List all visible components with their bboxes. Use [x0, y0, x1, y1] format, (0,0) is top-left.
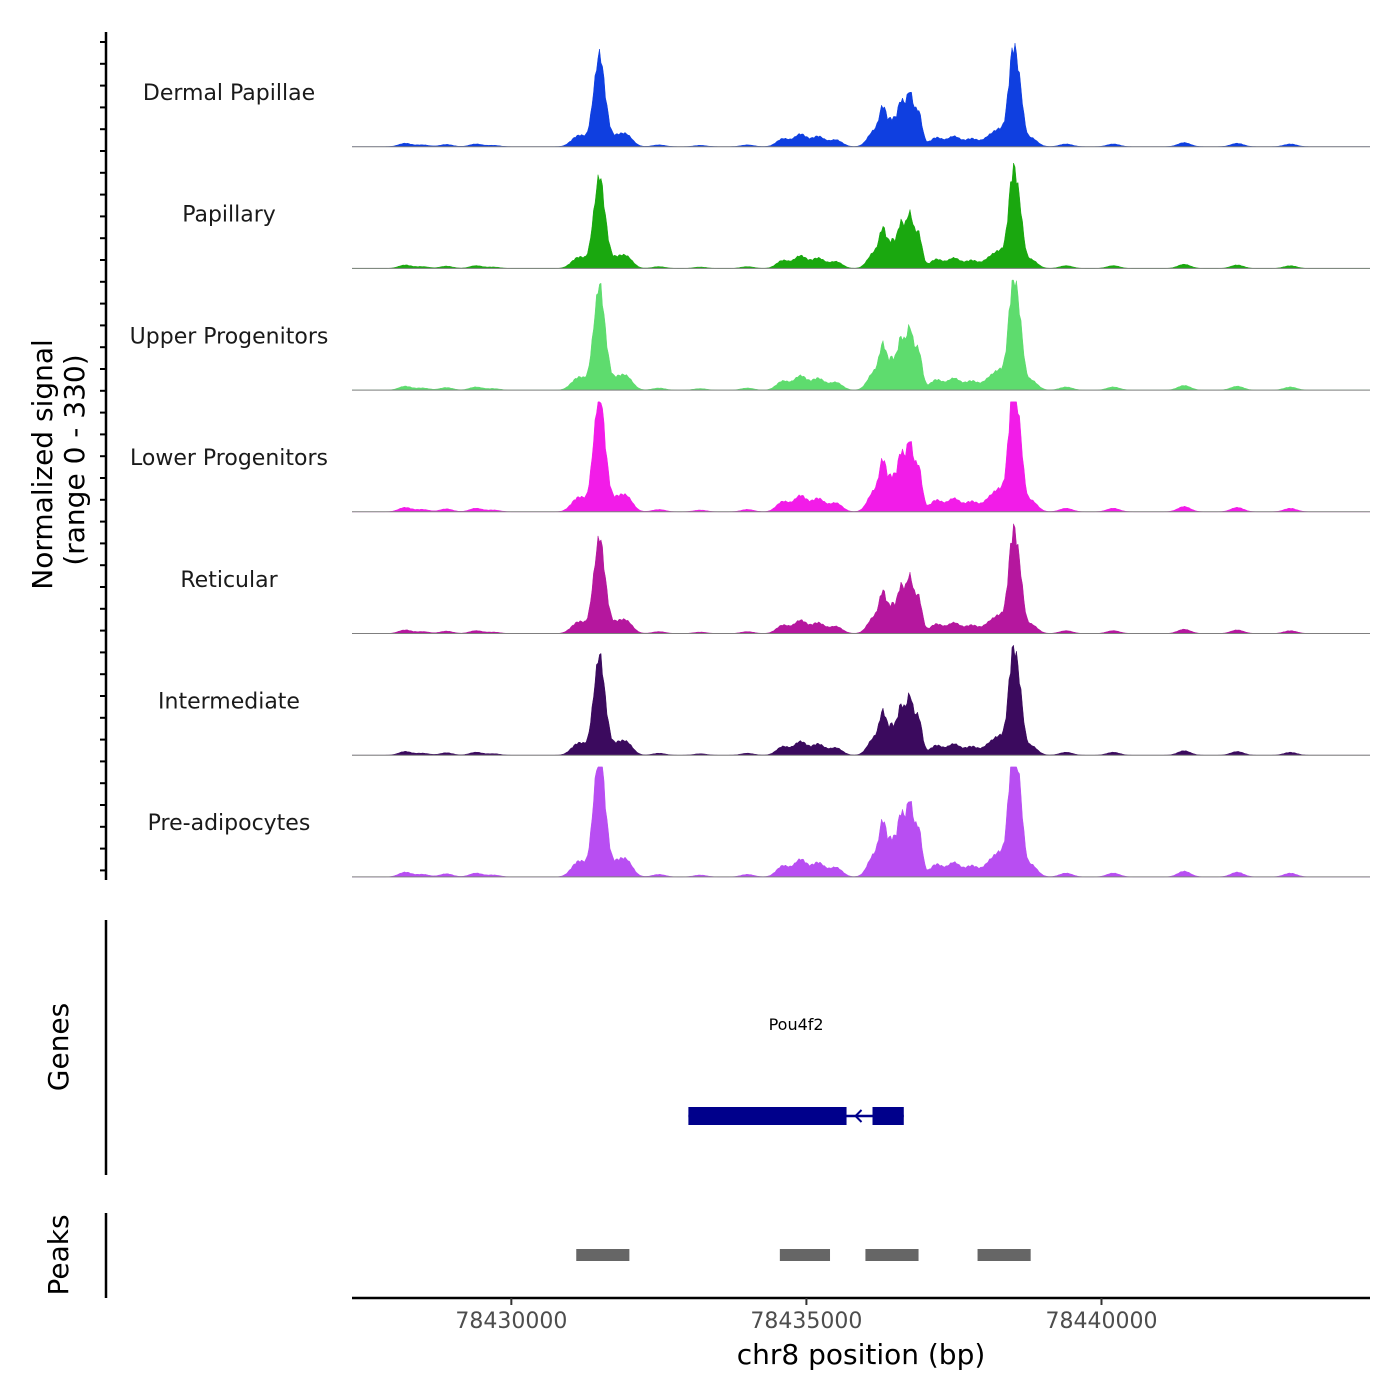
track-label: Lower Progenitors	[130, 446, 328, 471]
gene-label: Pou4f2	[769, 1015, 824, 1034]
coverage-area	[352, 162, 1370, 269]
peak-bar	[977, 1249, 1031, 1261]
track-1: Papillary	[182, 162, 1370, 269]
peak-bar	[865, 1249, 919, 1261]
gene-exon	[872, 1107, 904, 1125]
track-0: Dermal Papillae	[143, 43, 1370, 148]
track-label: Intermediate	[158, 690, 300, 715]
signal-axis-title-line-2: (range 0 - 330)	[58, 354, 91, 565]
track-4: Reticular	[180, 523, 1370, 634]
track-6: Pre-adipocytes	[148, 766, 1370, 878]
genes-axis-title: Genes	[42, 1003, 75, 1091]
coverage-area	[352, 43, 1370, 147]
strand-arrow-icon	[854, 1109, 863, 1123]
signal-axis-title: Normalized signal (range 0 - 330)	[26, 330, 91, 589]
coverage-area	[352, 644, 1370, 756]
track-3: Lower Progenitors	[130, 401, 1370, 513]
track-label: Pre-adipocytes	[148, 811, 311, 836]
track-label: Dermal Papillae	[143, 81, 315, 106]
coverage-area	[352, 523, 1370, 634]
x-tick-label: 78440000	[1045, 1309, 1157, 1334]
track-label: Upper Progenitors	[130, 324, 329, 349]
coverage-area	[352, 766, 1370, 878]
gene-exon	[688, 1107, 847, 1125]
track-label: Reticular	[180, 568, 278, 593]
x-axis-title: chr8 position (bp)	[737, 1338, 986, 1371]
peak-bar	[779, 1249, 831, 1261]
signal-axis-ticks	[100, 41, 106, 872]
coverage-area	[352, 401, 1370, 513]
track-5: Intermediate	[158, 644, 1370, 756]
peaks-axis-title: Peaks	[42, 1214, 75, 1295]
coverage-area	[352, 279, 1370, 391]
coverage-tracks: Dermal Papillae Papillary Upper Progenitor…	[130, 43, 1370, 878]
track-label: Papillary	[182, 203, 276, 228]
gene-track: Pou4f2	[688, 1015, 904, 1125]
peak-track	[576, 1249, 1031, 1261]
signal-axis-title-line-1: Normalized signal	[26, 339, 59, 590]
x-tick-label: 78435000	[750, 1309, 862, 1334]
x-axis-ticks: 78430000 78435000 78440000	[455, 1298, 1157, 1334]
track-2: Upper Progenitors	[130, 279, 1370, 391]
peak-bar	[576, 1249, 630, 1261]
x-tick-label: 78430000	[455, 1309, 567, 1334]
